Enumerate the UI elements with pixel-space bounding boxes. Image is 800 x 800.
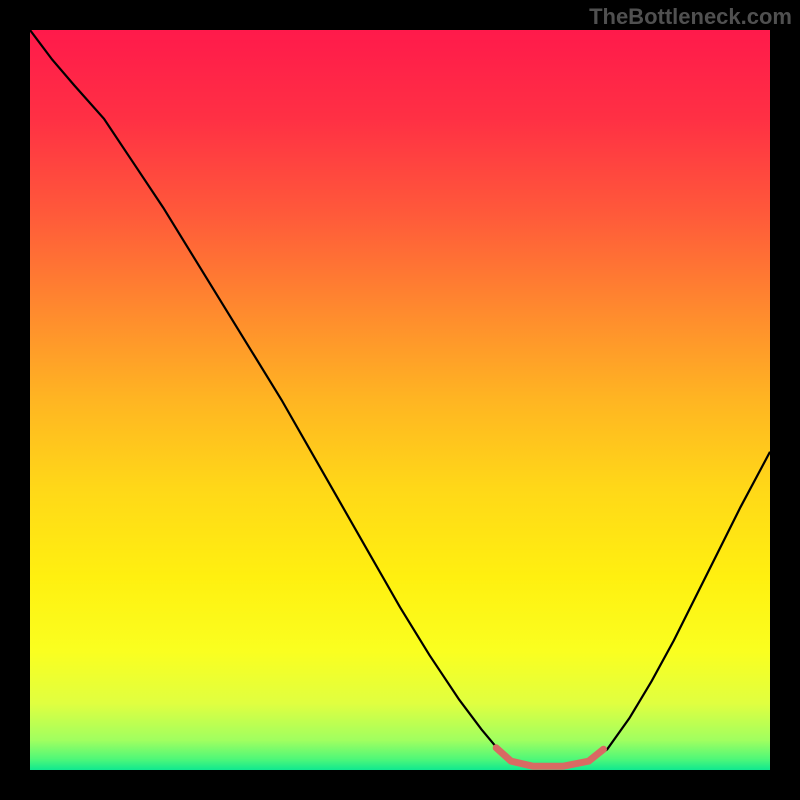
watermark-text: TheBottleneck.com xyxy=(589,4,792,30)
gradient-background xyxy=(30,30,770,770)
bottleneck-curve-chart xyxy=(30,30,770,770)
chart-plot-area xyxy=(30,30,770,770)
